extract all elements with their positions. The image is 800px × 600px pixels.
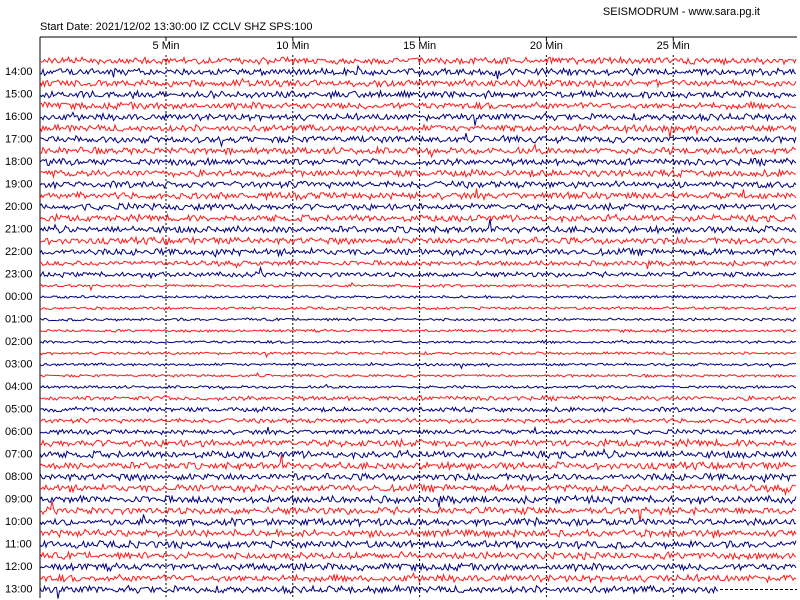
waveform-trace: [39, 425, 797, 436]
waveform-trace: [39, 235, 797, 246]
waveform-trace: [39, 584, 719, 599]
row-label: 00:00: [5, 291, 33, 303]
waveform-trace: [39, 219, 797, 235]
waveform-trace: [39, 317, 797, 322]
minute-label: 20 Min: [530, 40, 563, 52]
waveform-trace: [39, 394, 797, 403]
minute-label: 15 Min: [403, 40, 436, 52]
waveform-trace: [39, 350, 797, 359]
waveform-trace: [39, 437, 797, 448]
waveform-trace: [39, 188, 797, 202]
waveform-trace: [39, 246, 797, 258]
row-label: 03:00: [5, 358, 33, 370]
row-label: 21:00: [5, 223, 33, 235]
waveform-trace: [39, 472, 797, 484]
waveform-trace: [39, 482, 797, 497]
row-label: 22:00: [5, 246, 33, 258]
waveform-trace: [39, 405, 797, 414]
row-label: 20:00: [5, 201, 33, 213]
waveform-trace: [39, 132, 797, 148]
minute-label: 25 Min: [657, 40, 690, 52]
row-label: 02:00: [5, 336, 33, 348]
waveform-trace: [39, 550, 797, 561]
waveform-trace: [39, 212, 797, 224]
row-label: 08:00: [5, 471, 33, 483]
minute-label: 5 Min: [153, 40, 180, 52]
waveform-trace: [39, 168, 797, 179]
waveform-trace: [39, 328, 797, 334]
waveform-trace: [39, 179, 797, 191]
waveform-trace: [39, 383, 797, 391]
waveform-trace: [39, 514, 797, 528]
row-label: 04:00: [5, 381, 33, 393]
waveform-trace: [39, 372, 797, 379]
waveform-trace: [39, 156, 797, 168]
waveform-trace: [39, 527, 797, 539]
row-label: 12:00: [5, 561, 33, 573]
row-label: 11:00: [5, 538, 32, 550]
waveform-trace: [39, 561, 797, 573]
waveform-trace: [39, 539, 797, 550]
row-label: 07:00: [5, 448, 33, 460]
waveform-trace: [39, 500, 796, 522]
row-label: 10:00: [5, 516, 33, 528]
waveform-trace: [39, 89, 797, 100]
waveform-trace: [39, 361, 797, 370]
row-label: 06:00: [5, 426, 33, 438]
waveform-trace: [39, 142, 796, 159]
waveform-trace: [39, 201, 797, 212]
row-label: 16:00: [5, 111, 33, 123]
waveform-trace: [39, 111, 797, 126]
row-label: 09:00: [5, 493, 33, 505]
waveform-trace: [39, 572, 797, 584]
waveform-trace: [39, 265, 797, 280]
row-label: 15:00: [5, 88, 33, 100]
waveform-trace: [39, 77, 797, 89]
waveform-trace: [39, 259, 797, 269]
row-label: 23:00: [5, 268, 33, 280]
row-label: 19:00: [5, 178, 33, 190]
waveform-trace: [39, 55, 797, 67]
waveform-trace: [39, 64, 797, 80]
start-date: Start Date: 2021/12/02 13:30:00 IZ CCLV …: [40, 21, 313, 33]
waveform-trace: [39, 454, 797, 472]
waveform-trace: [40, 305, 797, 312]
row-label: 17:00: [5, 133, 33, 145]
waveform-trace: [39, 447, 797, 461]
minute-label: 10 Min: [276, 40, 309, 52]
waveform-trace: [39, 100, 797, 111]
waveform-trace: [39, 281, 797, 292]
waveform-trace: [39, 339, 797, 345]
row-label: 14:00: [5, 66, 33, 78]
waveform-trace: [39, 417, 797, 425]
row-label: 18:00: [5, 156, 33, 168]
row-label: 05:00: [5, 403, 33, 415]
row-label: 13:00: [5, 583, 33, 595]
row-label: 01:00: [5, 313, 33, 325]
waveform-trace: [39, 294, 797, 300]
waveform-trace: [39, 494, 797, 508]
title: SEISMODRUM - www.sara.pg.it: [603, 6, 760, 18]
